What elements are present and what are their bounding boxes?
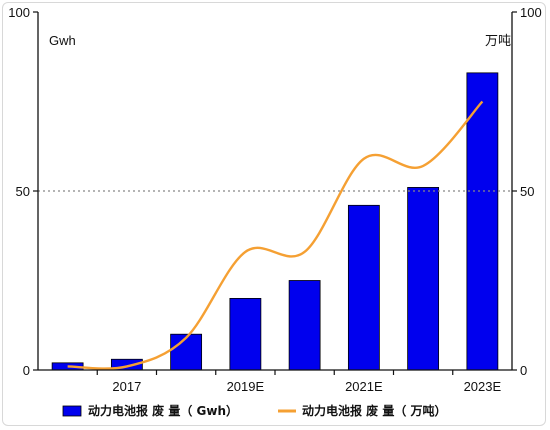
x-tick-label-2023E: 2023E <box>464 379 502 394</box>
x-tick-label-2017: 2017 <box>112 379 141 394</box>
left-axis-unit: Gwh <box>49 33 76 48</box>
series-line-tonnes <box>67 100 484 370</box>
bar-2019E <box>229 297 262 371</box>
right-tick-label: 100 <box>520 5 542 20</box>
bar-2022E <box>407 187 440 371</box>
legend-swatch-bar <box>62 405 82 417</box>
legend-label-bar: 动力电池报 废 量（ Gwh） <box>88 403 238 418</box>
legend: 动力电池报 废 量（ Gwh） 动力电池报 废 量（ 万吨） <box>62 403 447 418</box>
left-tick-label: 100 <box>8 5 30 20</box>
chart-frame <box>2 2 546 426</box>
legend-label-line: 动力电池报 废 量（ 万吨） <box>302 403 447 418</box>
x-tick-label-2021E: 2021E <box>345 379 383 394</box>
bar-2020E <box>288 280 321 371</box>
right-tick-label: 50 <box>520 184 534 199</box>
right-axis-unit: 万吨 <box>485 33 511 48</box>
x-tick-label-2019E: 2019E <box>227 379 265 394</box>
bars-layer <box>51 72 499 371</box>
bar-2023E <box>466 72 499 371</box>
left-tick-label: 0 <box>23 363 30 378</box>
ticks-layer: 0 0 50 50 100 100 2017 2019E 2021E 2023E <box>8 5 541 394</box>
right-tick-label: 0 <box>520 363 527 378</box>
bar-2018 <box>170 333 203 371</box>
left-tick-label: 50 <box>16 184 30 199</box>
bar-2021E <box>347 204 380 371</box>
